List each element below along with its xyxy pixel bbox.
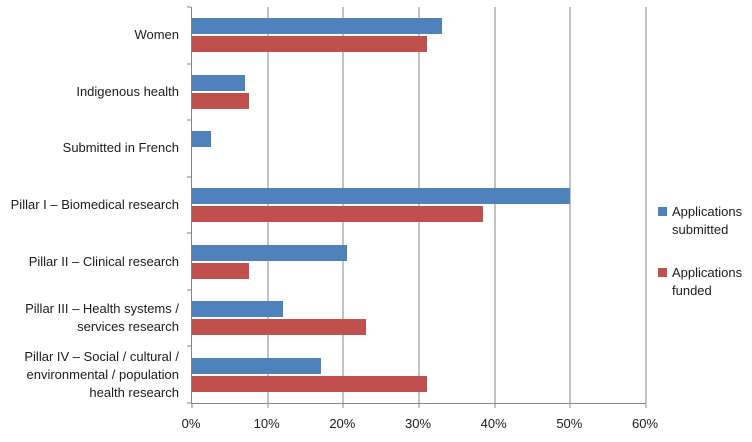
x-axis-tick bbox=[267, 404, 269, 408]
x-axis-tick-label: 60% bbox=[631, 416, 659, 431]
y-axis-tick bbox=[187, 119, 191, 121]
x-axis-tick-label: 10% bbox=[253, 416, 280, 431]
category-label: Submitted in French bbox=[62, 140, 179, 156]
category-row bbox=[192, 120, 646, 177]
bar-applications-submitted bbox=[192, 18, 442, 35]
gridline bbox=[645, 7, 647, 403]
category-row bbox=[192, 177, 646, 234]
category-label: Pillar I – Biomedical research bbox=[10, 197, 179, 213]
gridline bbox=[267, 7, 269, 403]
bar-applications-funded bbox=[192, 92, 249, 109]
legend-label: Applications funded bbox=[672, 265, 743, 298]
x-axis-tick-label: 40% bbox=[480, 416, 507, 431]
gridline bbox=[418, 7, 420, 403]
bar-applications-funded bbox=[192, 319, 367, 336]
bar-applications-submitted bbox=[192, 357, 321, 374]
y-axis-tick bbox=[187, 6, 191, 8]
bar-applications-funded bbox=[192, 36, 427, 53]
y-axis-tick bbox=[187, 176, 191, 178]
bar-applications-submitted bbox=[192, 131, 211, 148]
y-axis-tick bbox=[187, 345, 191, 347]
gridline bbox=[494, 7, 496, 403]
bar-applications-submitted bbox=[192, 188, 571, 205]
bar-applications-funded bbox=[192, 262, 249, 279]
category-row bbox=[192, 7, 646, 64]
x-axis-tick bbox=[342, 404, 344, 408]
x-axis-tick-label: 30% bbox=[404, 416, 432, 431]
x-axis-tick bbox=[645, 404, 647, 408]
category-row bbox=[192, 64, 646, 121]
x-axis-tick-label: 20% bbox=[329, 416, 356, 431]
plot-area bbox=[187, 6, 647, 408]
legend-swatch bbox=[658, 268, 667, 277]
x-axis-tick bbox=[418, 404, 420, 408]
y-axis-tick bbox=[187, 63, 191, 65]
legend: Applications submitted Applications funde… bbox=[658, 203, 752, 325]
category-row bbox=[192, 346, 646, 403]
y-axis-tick bbox=[187, 289, 191, 291]
category-label: Pillar III – Health systems / services r… bbox=[25, 301, 179, 335]
x-axis-tick-label: 0% bbox=[181, 416, 201, 431]
x-axis-tick bbox=[569, 404, 571, 408]
bar-applications-submitted bbox=[192, 74, 245, 91]
bar-applications-submitted bbox=[192, 244, 348, 261]
legend-label: Applications submitted bbox=[672, 204, 743, 237]
bar-applications-funded bbox=[192, 206, 484, 223]
category-row bbox=[192, 233, 646, 290]
x-axis-tick-label: 50% bbox=[556, 416, 583, 431]
gridline bbox=[569, 7, 571, 403]
bar-applications-funded bbox=[192, 375, 427, 392]
category-label: Women bbox=[134, 27, 179, 43]
category-axis-labels: Women Indigenous health Submitted in Frenc… bbox=[0, 7, 191, 403]
y-axis-tick bbox=[187, 232, 191, 234]
bar-applications-submitted bbox=[192, 301, 283, 318]
x-axis-tick bbox=[191, 404, 193, 408]
y-axis-tick bbox=[187, 402, 191, 404]
legend-item: Applications submitted bbox=[658, 203, 752, 239]
legend-swatch bbox=[658, 207, 667, 216]
x-axis-tick bbox=[494, 404, 496, 408]
x-axis-labels: 0% 10% 20% 30% 40% 50% 60% bbox=[182, 416, 658, 436]
category-label: Indigenous health bbox=[76, 83, 179, 99]
gridline bbox=[342, 7, 344, 403]
category-label: Pillar IV – Social / cultural / environm… bbox=[24, 348, 179, 400]
category-label: Pillar II – Clinical research bbox=[28, 253, 179, 269]
legend-item: Applications funded bbox=[658, 264, 752, 300]
category-row bbox=[192, 290, 646, 347]
